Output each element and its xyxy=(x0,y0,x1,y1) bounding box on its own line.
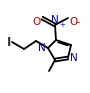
Text: +: + xyxy=(59,22,65,28)
Text: N: N xyxy=(38,43,46,53)
Text: N: N xyxy=(70,53,78,63)
Text: −: − xyxy=(75,20,80,26)
Text: O: O xyxy=(69,17,77,27)
Text: I: I xyxy=(7,36,11,49)
Text: N: N xyxy=(51,15,59,25)
Text: O: O xyxy=(33,17,41,27)
